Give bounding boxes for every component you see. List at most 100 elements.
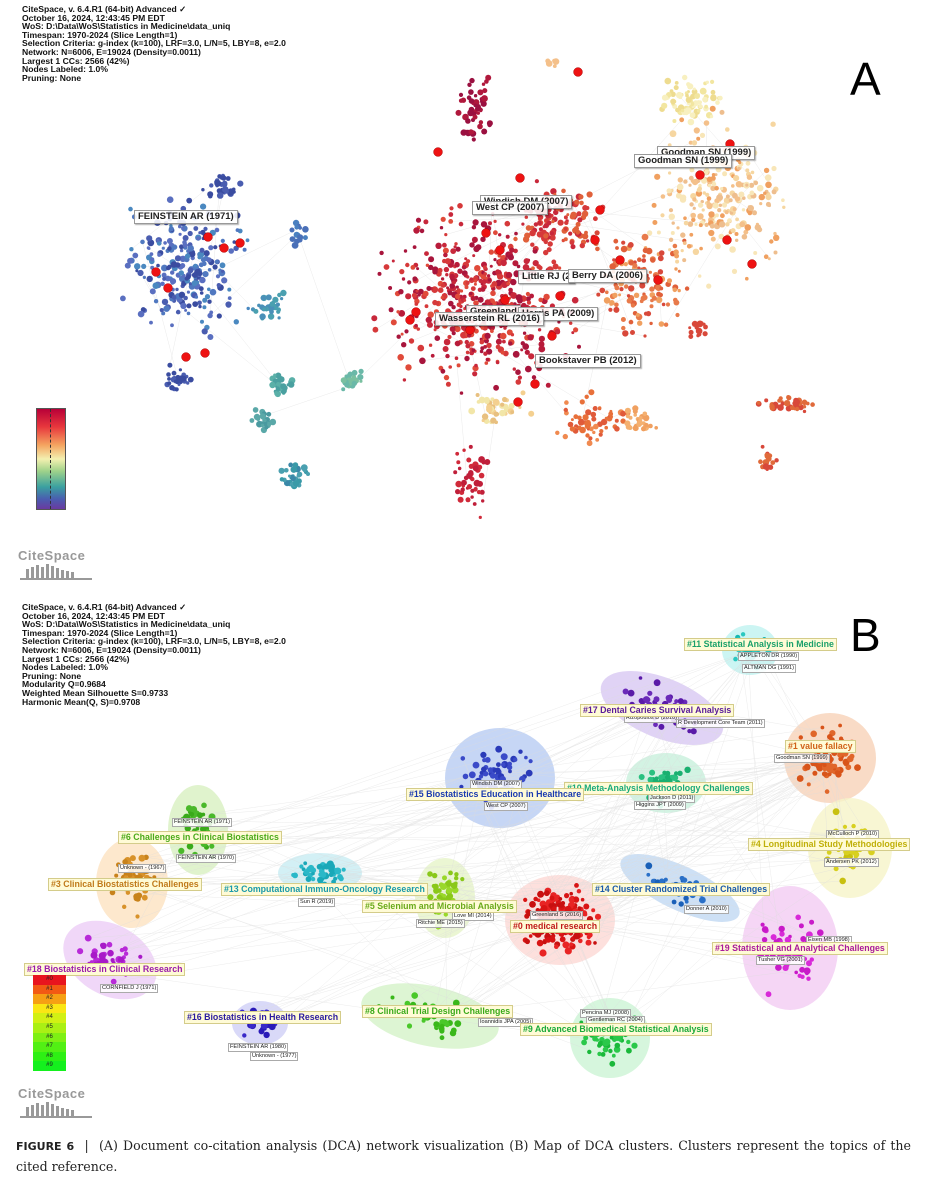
network-node [456,363,461,368]
network-node [628,319,634,325]
network-node [605,290,609,295]
network-node [180,302,187,310]
network-node [621,325,626,331]
network-node [174,387,179,392]
network-node [600,418,608,426]
network-node [699,132,706,138]
network-node [501,281,508,288]
network-node [594,913,602,920]
network-node [612,258,616,262]
network-node [225,301,232,308]
network-node [458,98,464,103]
network-node [457,203,463,209]
network-edge [648,649,753,787]
network-node [668,213,675,220]
network-node [407,280,412,285]
network-node [486,274,491,278]
network-edge [266,702,643,1036]
network-node [599,287,606,294]
network-node [619,287,624,292]
network-node [249,418,255,423]
reference-label: Goodman SN (1999) [774,754,830,763]
network-node [123,872,128,877]
network-node [609,263,616,270]
cluster-label: #16 Biostatistics in Health Research [184,1011,342,1024]
network-node [696,136,701,141]
legend-row: #3 [33,1003,66,1014]
network-node [758,193,765,201]
network-node [135,892,143,899]
network-node [141,263,147,269]
network-node [733,175,740,182]
network-node [529,229,536,237]
network-node [715,100,720,105]
network-node [490,329,494,333]
network-node [171,370,177,376]
cluster-label: #0 medical research [510,920,601,933]
network-node [157,252,162,257]
network-node [215,274,221,279]
network-node [775,964,782,971]
network-edge [443,886,780,942]
burst-node [590,235,600,245]
network-node [501,762,506,767]
network-node [484,332,491,339]
network-node [706,202,713,210]
network-node [435,242,442,249]
network-node [445,894,452,901]
network-edge [448,722,695,898]
network-node [635,312,640,317]
network-node [805,401,810,406]
network-node [577,217,583,223]
network-node [771,189,777,195]
network-node [178,847,185,854]
network-node [268,1023,276,1031]
network-node [711,181,717,187]
network-edge [417,268,462,307]
network-node [545,937,552,943]
network-edge [319,792,484,867]
network-node [180,375,187,382]
network-node [510,278,517,286]
network-node [668,248,672,252]
network-node [508,403,515,409]
network-node [552,263,559,270]
network-node [602,1046,609,1053]
network-node [454,242,458,246]
network-node [764,398,769,403]
network-node [767,464,774,470]
network-node [473,275,479,282]
network-node [773,234,780,241]
node-label: Wasserstein RL (2016) [435,312,544,326]
logo-text: CiteSpace [18,548,86,563]
network-node [478,472,485,479]
network-node [662,770,667,775]
network-node [781,198,785,202]
network-node [689,232,694,237]
network-node [473,94,478,98]
network-edge [207,820,848,834]
network-node [627,242,634,248]
network-node [672,243,678,249]
network-node [149,252,154,256]
network-node [829,769,835,774]
network-node [445,353,450,359]
network-node [810,402,815,407]
network-node [134,263,141,270]
network-node [448,300,454,307]
network-node [686,244,692,249]
cluster-label: #3 Clinical Biostatistics Challenges [48,878,202,891]
network-node [515,379,522,385]
network-node [425,316,432,324]
burst-node [747,259,757,269]
network-node [578,194,584,200]
network-node [277,375,284,382]
network-node [538,341,545,348]
network-node [661,302,666,307]
network-node [620,245,628,253]
network-node [756,401,761,405]
network-node [727,218,732,223]
network-node [650,257,656,263]
network-node [764,174,772,181]
network-node [584,230,588,235]
